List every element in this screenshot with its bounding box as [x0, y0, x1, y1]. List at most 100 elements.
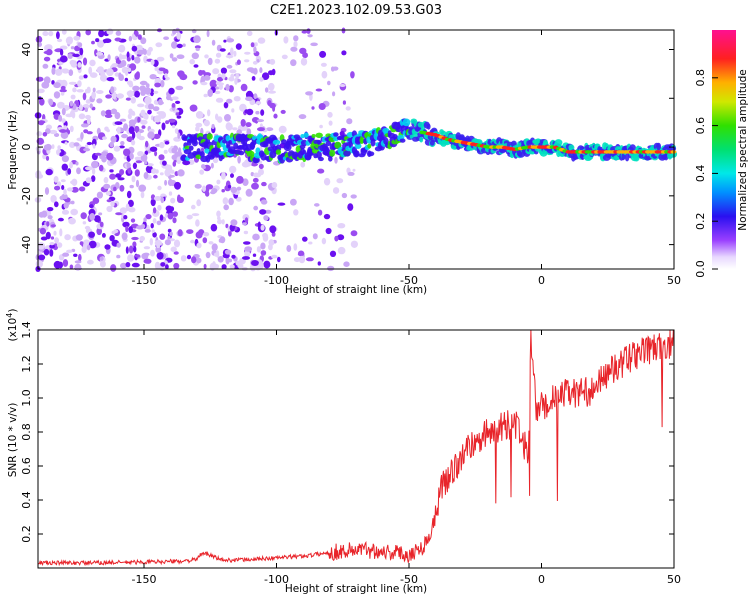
spectrogram-speckle — [189, 59, 195, 65]
spectrogram-speckle — [96, 66, 104, 74]
spectrogram-speckle — [83, 129, 89, 134]
spectrogram-speckle — [62, 252, 70, 257]
spectrogram-speckle — [195, 219, 200, 227]
spectrogram-speckle — [38, 254, 46, 261]
spectrogram-speckle — [135, 160, 142, 164]
spectrogram-speckle — [70, 60, 78, 68]
spectrogram-speckle — [337, 223, 346, 229]
spectrogram-speckle — [172, 124, 176, 129]
spectrogram-speckle — [337, 234, 345, 241]
spectrogram-speckle — [106, 205, 113, 213]
spectrogram-speckle — [119, 184, 125, 192]
spectrogram-speckle — [51, 144, 55, 150]
spectrogram-x-tick-label: -150 — [132, 274, 157, 287]
spectrogram-speckle — [203, 93, 208, 98]
colorbar-ticks: 0.0 0.2 0.4 0.6 0.8 — [694, 69, 718, 278]
spectrogram-speckle — [156, 56, 165, 62]
spectrogram-speckle — [46, 221, 50, 227]
spectrogram-speckle — [159, 141, 165, 149]
spectrogram-ridge-blob — [402, 118, 411, 127]
spectrogram-speckle — [260, 224, 265, 231]
spectrogram-speckle — [258, 261, 264, 270]
spectrogram-speckle — [114, 121, 123, 125]
spectrogram-speckle — [78, 113, 86, 120]
spectrogram-speckle — [158, 154, 165, 161]
spectrogram-speckle — [61, 29, 67, 35]
spectrogram-ridge-blob — [367, 143, 372, 149]
spectrogram-x-tick-label: -100 — [264, 274, 289, 287]
spectrogram-speckle — [226, 64, 233, 69]
spectrogram-speckle — [69, 125, 74, 132]
spectrogram-speckle — [115, 182, 120, 189]
spectrogram-speckle — [191, 204, 196, 210]
spectrogram-speckle — [173, 239, 181, 248]
spectrogram-speckle — [59, 228, 63, 237]
snr-frame — [37, 329, 675, 569]
spectrogram-speckle — [143, 172, 149, 179]
spectrogram-speckle — [319, 50, 327, 58]
spectrogram-speckle — [59, 152, 64, 157]
spectrogram-speckle — [218, 83, 223, 90]
spectrogram-speckle — [121, 133, 128, 139]
spectrogram-speckle — [191, 52, 199, 60]
spectrogram-speckle — [176, 54, 185, 59]
spectrogram-speckle — [341, 192, 348, 199]
spectrogram-speckle — [54, 201, 59, 208]
spectrogram-ridge-blob — [333, 132, 339, 137]
spectrogram-speckle — [35, 76, 44, 82]
spectrogram-speckle — [83, 148, 91, 152]
spectrogram-speckle — [85, 99, 91, 104]
spectrogram-speckle — [327, 80, 331, 86]
spectrogram-ridge-blob — [318, 156, 324, 162]
spectrogram-speckle — [117, 64, 125, 68]
spectrogram-speckle — [251, 76, 256, 81]
spectrogram-speckle — [143, 55, 148, 64]
spectrogram-ridge-blob — [367, 151, 375, 157]
spectrogram-speckle — [115, 212, 123, 216]
spectrogram-speckle — [85, 177, 92, 184]
spectrogram-speckle — [130, 218, 136, 223]
spectrogram-speckle — [192, 80, 198, 85]
spectrogram-speckle — [151, 168, 157, 174]
spectrogram-speckle — [200, 81, 208, 86]
spectrogram-speckle — [73, 35, 81, 41]
spectrogram-speckle — [208, 241, 214, 245]
spectrogram-speckle — [327, 265, 335, 272]
spectrogram-speckle — [278, 125, 287, 134]
spectrogram-speckle — [229, 69, 237, 74]
spectrogram-speckle — [95, 38, 100, 43]
spectrogram-speckle — [257, 37, 266, 44]
spectrogram-speckle — [301, 30, 308, 34]
spectrogram-speckle — [79, 241, 84, 246]
spectrogram-speckle — [82, 221, 87, 225]
spectrogram-speckle — [244, 250, 251, 258]
spectrogram-speckle — [165, 120, 170, 125]
spectrogram-ridge-blob — [343, 150, 351, 157]
spectrogram-speckle — [106, 28, 114, 35]
spectrogram-speckle — [126, 57, 131, 62]
spectrogram-speckle — [159, 172, 164, 176]
spectrogram-speckle — [154, 239, 162, 247]
spectrogram-speckle — [71, 186, 79, 193]
spectrogram-speckle — [127, 67, 131, 73]
spectrogram-speckle — [176, 32, 182, 40]
spectrogram-speckle — [173, 251, 179, 255]
snr-y-ticks: 1.4 1.2 1.0 0.8 0.6 0.4 0.2 — [20, 321, 674, 543]
spectrogram-speckle — [140, 90, 146, 96]
spectrogram-speckle — [217, 116, 223, 123]
spectrogram-speckle — [221, 264, 227, 270]
spectrogram-speckle — [339, 84, 346, 87]
spectrogram-speckle — [59, 45, 68, 50]
spectrogram-speckle — [54, 185, 61, 191]
spectrogram-speckle — [271, 182, 278, 189]
spectrogram-speckle — [167, 228, 172, 233]
spectrogram-speckle — [128, 245, 134, 254]
spectrogram-speckle — [251, 182, 259, 190]
spectrogram-speckle — [191, 213, 200, 217]
spectrogram-speckle — [109, 235, 115, 242]
spectrogram-speckle — [347, 203, 354, 211]
snr-x-ticks: -150 -100 -50 0 50 — [132, 330, 681, 586]
spectrogram-speckle — [244, 51, 251, 55]
spectrogram-speckle — [244, 217, 249, 224]
spectrogram-speckle — [61, 193, 68, 200]
